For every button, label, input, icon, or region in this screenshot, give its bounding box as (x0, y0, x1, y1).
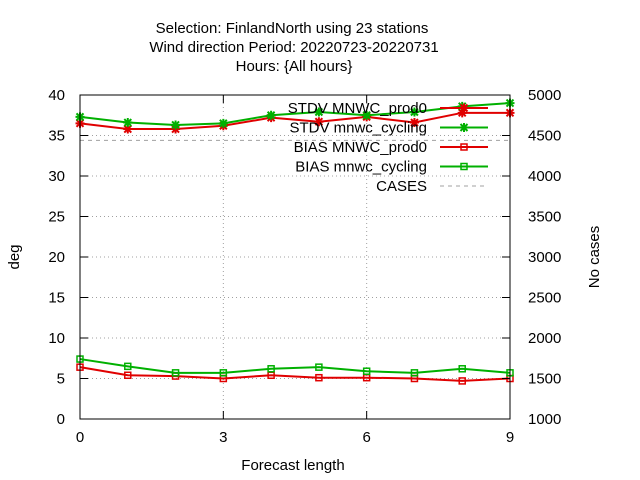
chart-title-line: Selection: FinlandNorth using 23 station… (156, 20, 429, 37)
data-point (362, 110, 372, 120)
data-point (459, 123, 469, 132)
y2-tick-label: 4000 (528, 168, 561, 185)
legend-label: BIAS mnwc_cycling (295, 159, 427, 176)
data-point (218, 118, 228, 128)
legend-entry: BIAS mnwc_cycling (295, 159, 488, 176)
series-line (79, 366, 511, 382)
data-point (458, 377, 466, 385)
y2-axis-label: No cases (586, 226, 603, 289)
y-tick-label: 0 (57, 411, 65, 428)
y2-tick-label: 1500 (528, 371, 561, 388)
tick-labels: 0510152025303540100015002000250030003500… (48, 87, 561, 446)
data-point (315, 363, 323, 371)
chart-title-line: Hours: {All hours} (236, 58, 353, 75)
x-tick-label: 0 (76, 429, 84, 446)
data-point (123, 118, 133, 128)
y-tick-label: 30 (48, 168, 65, 185)
legend-entry: STDV MNWC_prod0 (288, 100, 488, 117)
x-tick-label: 9 (506, 429, 514, 446)
y2-tick-label: 5000 (528, 87, 561, 104)
data-point (124, 362, 132, 371)
y-tick-label: 25 (48, 209, 65, 226)
data-point (410, 369, 419, 377)
data-point (362, 367, 371, 375)
series-line (79, 102, 511, 126)
series-line (79, 111, 510, 131)
y-tick-label: 20 (48, 249, 65, 266)
data-point (409, 107, 419, 117)
data-point (314, 117, 324, 127)
data-point (171, 120, 181, 130)
legend-label: CASES (376, 178, 427, 195)
legend-entry: BIAS MNWC_prod0 (294, 139, 488, 156)
y-tick-label: 10 (48, 330, 65, 347)
y-tick-label: 5 (57, 371, 65, 388)
series-bias-mnwc-cycling (76, 355, 514, 377)
data-point (219, 369, 228, 377)
legend-label: STDV mnwc_cycling (289, 120, 427, 137)
data-point (409, 118, 419, 128)
data-point (314, 107, 324, 117)
y2-tick-label: 4500 (528, 128, 561, 145)
legend: STDV MNWC_prod0 STDV mnwc_cycling BIAS MNW… (288, 100, 488, 195)
data-point (458, 365, 466, 373)
x-tick-label: 3 (219, 429, 227, 446)
data-point (457, 108, 467, 118)
data-point (460, 162, 468, 171)
legend-entry: STDV mnwc_cycling (289, 120, 488, 137)
y2-tick-label: 2500 (528, 290, 561, 307)
y-tick-label: 35 (48, 128, 65, 145)
data-point (315, 373, 323, 382)
data-series (75, 98, 515, 385)
y2-tick-label: 1000 (528, 411, 561, 428)
legend-label: STDV MNWC_prod0 (288, 100, 427, 117)
y2-tick-label: 2000 (528, 330, 561, 347)
y-tick-label: 15 (48, 290, 65, 307)
chart-title: Selection: FinlandNorth using 23 station… (149, 20, 438, 75)
x-tick-label: 6 (362, 429, 370, 446)
data-point (124, 371, 132, 380)
x-axis-label: Forecast length (241, 457, 344, 474)
data-point (171, 369, 180, 377)
y-tick-label: 40 (48, 87, 65, 104)
legend-entry: CASES (376, 178, 488, 195)
axis-ticks (79, 94, 511, 420)
chart-title-line: Wind direction Period: 20220723-20220731 (149, 39, 438, 56)
data-point (459, 103, 469, 113)
y2-tick-label: 3500 (528, 209, 561, 226)
data-point (123, 124, 133, 134)
y2-tick-label: 3000 (528, 249, 561, 266)
data-point (267, 365, 275, 373)
data-point (266, 110, 276, 120)
legend-label: BIAS MNWC_prod0 (294, 139, 427, 156)
y-axis-label: deg (6, 244, 23, 269)
series-line (79, 358, 511, 374)
data-point (460, 143, 468, 151)
